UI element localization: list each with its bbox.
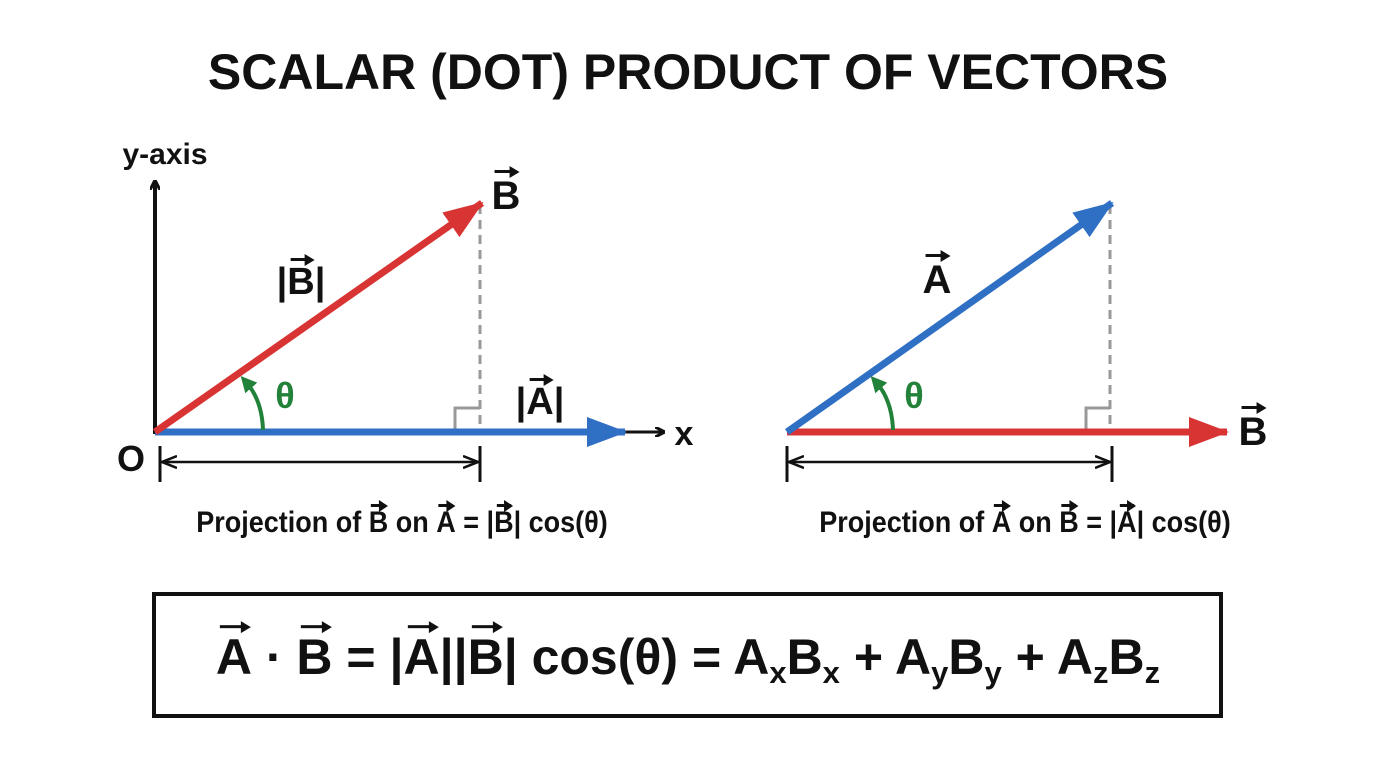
vector-letter: B	[368, 499, 389, 539]
vector-b-label: B	[1238, 402, 1268, 454]
magnitude-b-label: |B|	[276, 253, 326, 303]
vector-letter: B	[467, 621, 504, 686]
bar: |	[314, 261, 326, 303]
projection-caption: Projection of B on A = |B| cos(θ)	[196, 499, 608, 539]
magnitude-a-label: |A|	[515, 373, 565, 423]
formula-box	[152, 592, 1223, 718]
subscript: z	[1144, 654, 1161, 690]
formula-text: B	[786, 629, 823, 686]
vector-letter: A	[526, 373, 554, 423]
formula-text: ·	[251, 629, 297, 686]
bar: |	[553, 381, 565, 423]
right-angle	[453, 406, 480, 432]
formula-text: B	[948, 629, 985, 686]
caption-text: = |	[1078, 506, 1118, 539]
subscript: x	[769, 654, 787, 690]
formula: A · B = |A||B| cos(θ) = AxBx + AyBy + Az…	[215, 621, 1161, 690]
caption-text: | cos(θ)	[1136, 506, 1231, 539]
vector-letter: B	[1059, 499, 1079, 539]
formula-text: B	[1108, 629, 1145, 686]
bar: |	[276, 261, 288, 303]
angle-label: θ	[275, 375, 295, 416]
vector-letter: B	[1238, 402, 1268, 454]
angle-arc	[240, 376, 265, 431]
angle-label: θ	[904, 375, 924, 416]
subscript: z	[1093, 654, 1109, 690]
caption-text: = |	[455, 506, 495, 539]
vector-letter: A	[436, 499, 456, 539]
projection-caption: Projection of A on B = |A| cos(θ)	[819, 499, 1231, 539]
x-axis-label: x	[674, 415, 694, 453]
vector-letter: A	[215, 621, 252, 686]
vector-letter: B	[491, 166, 521, 218]
vector-b	[152, 200, 485, 435]
caption-text: on	[388, 506, 437, 539]
vector-letter: B	[296, 621, 333, 686]
y-axis-label: y-axis	[122, 138, 208, 171]
subscript: x	[822, 654, 840, 690]
vector-a	[784, 200, 1115, 435]
caption-text: Projection of	[819, 506, 992, 539]
vector-b-label: B	[491, 166, 521, 218]
vector-letter: A	[1117, 499, 1137, 539]
angle-arc	[870, 376, 895, 431]
subscript: y	[984, 654, 1002, 690]
vector-letter: B	[287, 253, 315, 303]
subscript: y	[931, 654, 949, 690]
caption-text: on	[1011, 506, 1060, 539]
caption-text: Projection of	[196, 506, 369, 539]
formula-text: + A	[839, 629, 932, 686]
vector-letter: A	[922, 250, 952, 302]
formula-text: + A	[1001, 629, 1094, 686]
bar: |	[515, 381, 527, 423]
caption-text: | cos(θ)	[513, 506, 608, 539]
vector-letter: B	[494, 499, 514, 539]
formula-text: | cos(θ) = A	[503, 629, 770, 686]
vector-letter: A	[403, 621, 440, 686]
formula-text: = |	[332, 629, 404, 686]
vector-letter: A	[991, 499, 1012, 539]
formula-text: ||	[439, 629, 468, 686]
title: SCALAR (DOT) PRODUCT OF VECTORS	[207, 44, 1169, 100]
right-angle	[1084, 406, 1110, 432]
origin-label: O	[116, 438, 146, 479]
vector-a-label: A	[922, 250, 952, 302]
